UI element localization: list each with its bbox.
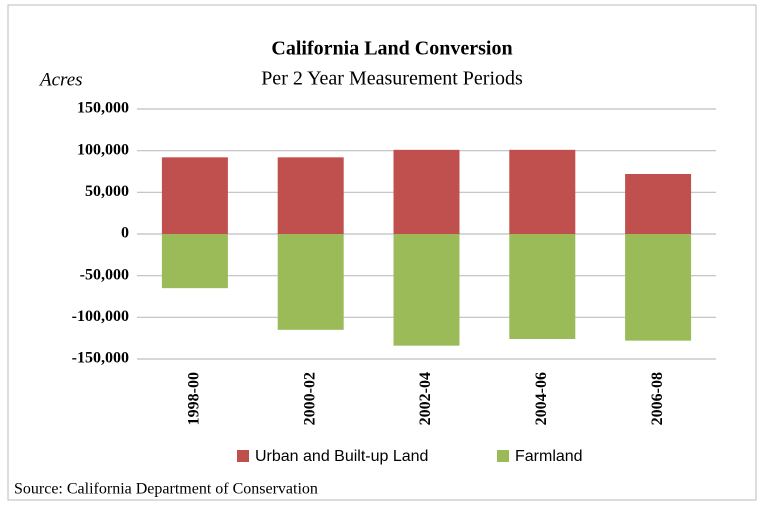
bar xyxy=(625,234,692,341)
legend-swatch xyxy=(237,450,249,462)
chart-subtitle: Per 2 Year Measurement Periods xyxy=(261,68,523,90)
bar xyxy=(625,174,692,234)
y-tick-label: 50,000 xyxy=(85,183,129,200)
y-tick-label: 150,000 xyxy=(77,100,129,117)
bar xyxy=(393,234,460,346)
x-tick-label: 2002-04 xyxy=(417,372,434,425)
bar xyxy=(277,234,344,330)
bar xyxy=(161,234,228,289)
bar xyxy=(161,157,228,234)
y-tick-label: -50,000 xyxy=(80,266,129,283)
legend-label: Farmland xyxy=(515,448,583,465)
chart-title: California Land Conversion xyxy=(271,38,512,60)
bar xyxy=(509,149,576,234)
x-tick-label: 2004-06 xyxy=(533,372,550,425)
y-tick-label: 0 xyxy=(121,225,129,242)
bar xyxy=(509,234,576,339)
legend-swatch xyxy=(497,450,509,462)
legend-label: Urban and Built-up Land xyxy=(255,448,428,465)
x-tick-label: 1998-00 xyxy=(186,372,203,425)
y-axis-label: Acres xyxy=(38,69,83,90)
x-tick-label: 2006-08 xyxy=(649,372,666,425)
y-tick-label: -150,000 xyxy=(72,350,129,367)
chart-frame xyxy=(7,4,757,501)
y-tick-label: 100,000 xyxy=(77,141,129,158)
source-note: Source: California Department of Conserv… xyxy=(14,481,318,498)
x-tick-label: 2000-02 xyxy=(301,372,318,425)
bar xyxy=(393,149,460,234)
bar xyxy=(277,157,344,234)
y-tick-label: -100,000 xyxy=(72,308,129,325)
